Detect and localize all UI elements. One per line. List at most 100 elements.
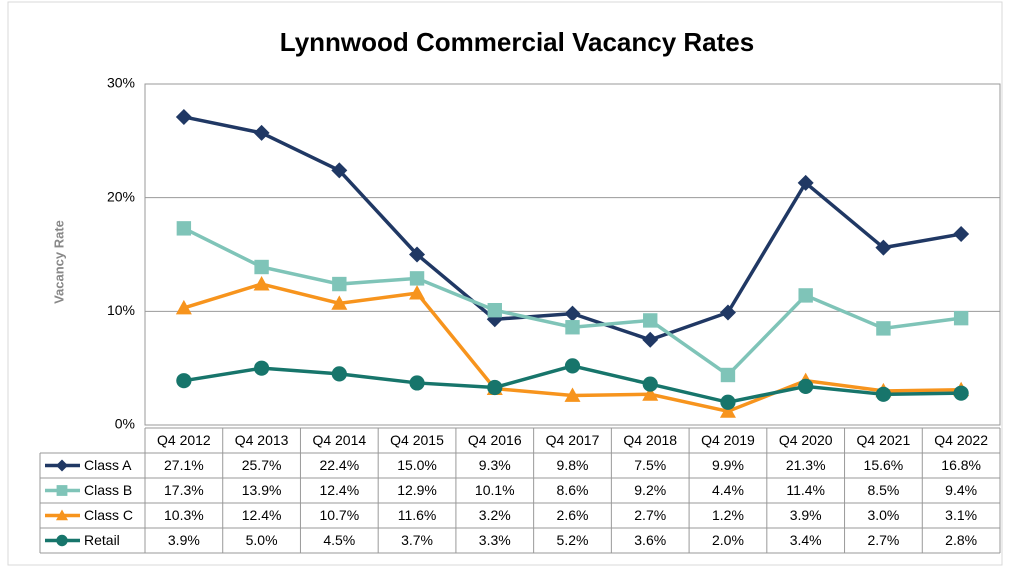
marker bbox=[487, 302, 502, 318]
table-cell: 9.9% bbox=[712, 457, 744, 473]
marker bbox=[953, 310, 969, 326]
legend-label: Class B bbox=[84, 482, 132, 498]
marker bbox=[642, 331, 659, 348]
x-tick-label: Q4 2017 bbox=[546, 432, 600, 448]
marker bbox=[176, 373, 192, 389]
marker bbox=[564, 358, 581, 374]
marker bbox=[487, 379, 503, 396]
table-cell: 9.2% bbox=[634, 482, 666, 498]
legend-label: Retail bbox=[84, 532, 120, 548]
marker bbox=[56, 485, 68, 496]
table-cell: 12.4% bbox=[319, 482, 359, 498]
table-cell: 7.5% bbox=[634, 457, 666, 473]
y-tick-label: 10% bbox=[107, 302, 135, 318]
marker bbox=[564, 305, 581, 322]
x-tick-label: Q4 2012 bbox=[157, 432, 211, 448]
table-cell: 4.5% bbox=[323, 532, 355, 548]
marker bbox=[176, 221, 192, 236]
table-cell: 3.0% bbox=[867, 507, 899, 523]
table-cell: 2.0% bbox=[712, 532, 744, 548]
table-cell: 3.6% bbox=[634, 532, 666, 548]
marker bbox=[409, 246, 426, 263]
table-cell: 5.2% bbox=[557, 532, 589, 548]
table-cell: 15.6% bbox=[864, 457, 904, 473]
marker bbox=[409, 375, 425, 391]
x-tick-label: Q4 2018 bbox=[623, 432, 677, 448]
marker bbox=[875, 386, 892, 402]
x-tick-label: Q4 2015 bbox=[390, 432, 444, 448]
table-cell: 9.3% bbox=[479, 457, 511, 473]
table-cell: 1.2% bbox=[712, 507, 744, 523]
table-cell: 3.1% bbox=[945, 507, 977, 523]
table-cell: 4.4% bbox=[712, 482, 744, 498]
x-tick-label: Q4 2019 bbox=[701, 432, 755, 448]
y-tick-label: 20% bbox=[107, 188, 135, 204]
table-cell: 11.4% bbox=[786, 482, 825, 498]
table-cell: 12.4% bbox=[242, 507, 282, 523]
marker bbox=[642, 376, 658, 392]
table-cell: 10.7% bbox=[319, 507, 359, 523]
table-cell: 13.9% bbox=[242, 482, 282, 498]
marker bbox=[953, 385, 969, 401]
marker bbox=[564, 387, 581, 402]
table-cell: 3.3% bbox=[479, 532, 511, 548]
table-cell: 15.0% bbox=[397, 457, 437, 473]
marker bbox=[642, 386, 659, 401]
table-cell: 8.5% bbox=[867, 482, 899, 498]
marker bbox=[253, 124, 270, 141]
plot-border bbox=[144, 83, 1001, 426]
table-cell: 27.1% bbox=[164, 457, 204, 473]
legend-label: Class C bbox=[84, 507, 133, 523]
table-cell: 2.6% bbox=[557, 507, 589, 523]
chart-title: Lynnwood Commercial Vacancy Rates bbox=[280, 27, 754, 57]
marker bbox=[720, 367, 736, 383]
marker bbox=[56, 509, 68, 521]
marker bbox=[719, 403, 736, 418]
x-tick-label: Q4 2022 bbox=[934, 432, 988, 448]
marker bbox=[798, 378, 814, 394]
marker bbox=[798, 288, 813, 303]
marker bbox=[331, 295, 348, 310]
marker bbox=[409, 271, 425, 286]
table-cell: 3.4% bbox=[790, 532, 822, 548]
table-cell: 25.7% bbox=[242, 457, 282, 473]
table-cell: 16.8% bbox=[941, 457, 981, 473]
table-cell: 9.8% bbox=[557, 457, 589, 473]
marker bbox=[565, 320, 580, 335]
y-axis-title: Vacancy Rate bbox=[51, 220, 66, 304]
table-cell: 21.3% bbox=[786, 457, 826, 473]
table-cell: 3.9% bbox=[168, 532, 200, 548]
marker bbox=[331, 366, 347, 382]
marker bbox=[797, 174, 814, 191]
y-tick-label: 30% bbox=[107, 75, 135, 91]
marker bbox=[254, 259, 269, 275]
table-cell: 10.3% bbox=[164, 507, 204, 523]
y-tick-label: 0% bbox=[115, 416, 135, 432]
marker bbox=[409, 285, 426, 300]
series-line bbox=[183, 226, 962, 378]
table-cell: 8.6% bbox=[557, 482, 589, 498]
x-tick-label: Q4 2014 bbox=[312, 432, 366, 448]
table-cell: 2.7% bbox=[634, 507, 666, 523]
marker bbox=[719, 304, 736, 321]
marker bbox=[953, 226, 970, 243]
table-cell: 3.7% bbox=[401, 532, 433, 548]
x-tick-label: Q4 2013 bbox=[235, 432, 289, 448]
marker bbox=[175, 108, 192, 125]
marker bbox=[876, 321, 891, 336]
marker bbox=[253, 276, 270, 291]
marker bbox=[643, 313, 658, 328]
x-tick-label: Q4 2020 bbox=[779, 432, 833, 448]
table-cell: 3.2% bbox=[479, 507, 511, 523]
x-tick-label: Q4 2016 bbox=[468, 432, 522, 448]
marker bbox=[720, 394, 736, 410]
marker bbox=[875, 239, 892, 256]
marker bbox=[253, 360, 270, 376]
table-cell: 11.6% bbox=[398, 507, 437, 523]
table-cell: 12.9% bbox=[397, 482, 437, 498]
marker bbox=[175, 299, 192, 315]
table-cell: 2.7% bbox=[867, 532, 899, 548]
marker bbox=[331, 162, 348, 179]
marker bbox=[56, 459, 68, 472]
